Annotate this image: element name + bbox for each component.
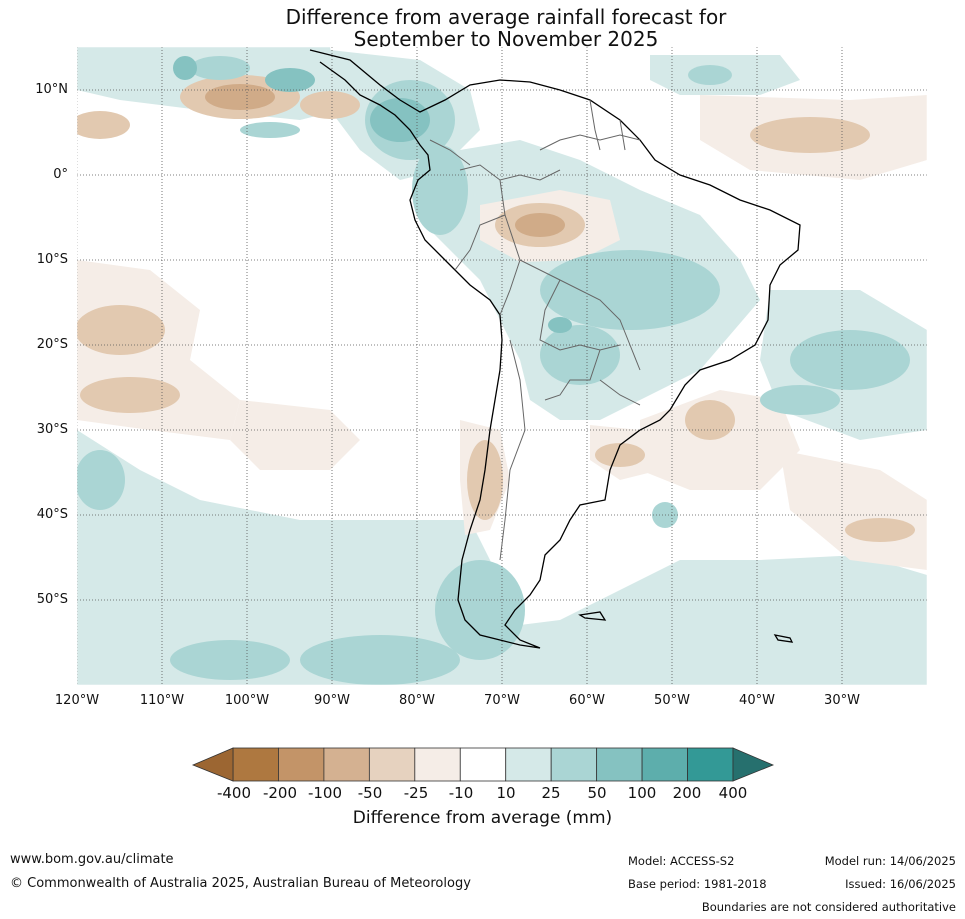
- colorbar-segment: [641, 747, 688, 782]
- lon-label-60w: 60°W: [569, 693, 605, 708]
- colorbar-segment: [505, 747, 552, 782]
- lat-label-30s: 30°S: [36, 422, 68, 437]
- rainfall-anomaly-map: [77, 47, 927, 685]
- colorbar-tick-label: 200: [672, 784, 702, 802]
- anomaly-shading-dark-brown: [205, 84, 565, 237]
- colorbar-tick-label: -100: [307, 784, 343, 802]
- colorbar: [191, 747, 775, 782]
- gridlines: [77, 47, 927, 685]
- colorbar-segment: [368, 747, 416, 782]
- colorbar-tick-label: -10: [448, 784, 474, 802]
- map-panel: [77, 47, 927, 685]
- footer-issued: Issued: 16/06/2025: [845, 877, 956, 891]
- footer-website: www.bom.gov.au/climate: [10, 852, 174, 867]
- lon-label-120w: 120°W: [54, 693, 100, 708]
- colorbar-tick-label: 25: [541, 784, 561, 802]
- colorbar-tick-label: 400: [718, 784, 748, 802]
- lon-label-90w: 90°W: [314, 693, 350, 708]
- country-borders: [429, 99, 641, 561]
- colorbar-segments: [232, 747, 734, 782]
- colorbar-tick-label: -400: [216, 784, 252, 802]
- colorbar-segment: [550, 747, 598, 782]
- colorbar-segment: [323, 747, 370, 782]
- colorbar-tick-label: -25: [403, 784, 429, 802]
- lat-label-50s: 50°S: [36, 592, 68, 607]
- footer-base-period: Base period: 1981-2018: [628, 877, 767, 891]
- footer-model-run: Model run: 14/06/2025: [824, 854, 956, 868]
- footer-model: Model: ACCESS-S2: [628, 854, 735, 868]
- lat-label-0: 0°: [53, 167, 68, 182]
- lon-label-30w: 30°W: [824, 693, 860, 708]
- colorbar-segment: [278, 747, 325, 782]
- colorbar-tick-label: 10: [496, 784, 516, 802]
- lon-label-40w: 40°W: [739, 693, 775, 708]
- colorbar-tick-label: 50: [587, 784, 607, 802]
- colorbar-title: Difference from average (mm): [352, 808, 613, 828]
- lon-label-110w: 110°W: [139, 693, 185, 708]
- colorbar-tick-label: 100: [627, 784, 657, 802]
- colorbar-segment: [232, 747, 279, 782]
- colorbar-segment: [596, 747, 643, 782]
- colorbar-tick-label: -50: [357, 784, 383, 802]
- map-title-line1: Difference from average rainfall forecas…: [285, 5, 727, 29]
- colorbar-segment: [687, 747, 734, 782]
- footer-copyright: © Commonwealth of Australia 2025, Austra…: [10, 876, 471, 891]
- map-title-line2: September to November 2025: [353, 27, 659, 51]
- colorbar-extend-low: [191, 747, 234, 782]
- lat-label-10n: 10°N: [35, 82, 68, 97]
- lon-label-100w: 100°W: [224, 693, 270, 708]
- footer-disclaimer: Boundaries are not considered authoritat…: [701, 900, 956, 914]
- colorbar-segment: [459, 747, 507, 782]
- lon-label-80w: 80°W: [399, 693, 435, 708]
- colorbar-extend-high: [732, 747, 775, 782]
- colorbar-segment: [414, 747, 461, 782]
- lon-label-70w: 70°W: [484, 693, 520, 708]
- anomaly-shading-medium-brown: [77, 75, 915, 542]
- lon-label-50w: 50°W: [654, 693, 690, 708]
- colorbar-tick-label: -200: [262, 784, 298, 802]
- lat-label-20s: 20°S: [36, 337, 68, 352]
- coastline-south-america: [309, 49, 801, 649]
- lat-label-10s: 10°S: [36, 252, 68, 267]
- lat-label-40s: 40°S: [36, 507, 68, 522]
